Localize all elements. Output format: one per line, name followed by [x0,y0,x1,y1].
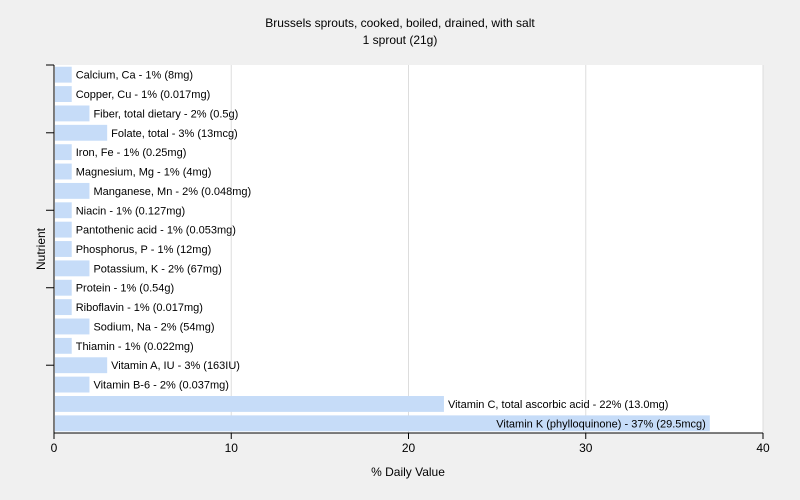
bar [55,260,90,277]
bar [55,144,72,161]
bar-label: Vitamin B-6 - 2% (0.037mg) [93,380,229,392]
bar-label: Protein - 1% (0.54g) [76,283,174,295]
bars: Calcium, Ca - 1% (8mg) Copper, Cu - 1% (0… [55,66,710,432]
bar-label: Manganese, Mn - 2% (0.048mg) [93,186,251,198]
x-tick-label: 10 [225,441,239,455]
bar-label: Niacin - 1% (0.127mg) [76,205,185,217]
bar-label: Vitamin A, IU - 3% (163IU) [111,360,240,372]
x-axis-label: % Daily Value [371,465,445,479]
bar-label: Calcium, Ca - 1% (8mg) [76,70,193,82]
chart-title: Brussels sprouts, cooked, boiled, draine… [265,16,535,30]
bar-label: Pantothenic acid - 1% (0.053mg) [76,225,236,237]
bar-label: Sodium, Na - 2% (54mg) [93,321,214,333]
bar-label: Fiber, total dietary - 2% (0.5g) [93,108,238,120]
bar [55,66,72,83]
x-tick-label: 0 [51,441,58,455]
y-axis-label: Nutrient [34,227,48,270]
bar [55,241,72,257]
bar [55,357,108,374]
bar [55,376,90,393]
grid-lines [230,65,764,433]
bar-label: Phosphorus, P - 1% (12mg) [76,244,212,256]
bar-label: Thiamin - 1% (0.022mg) [76,341,194,353]
bar-label: Magnesium, Mg - 1% (4mg) [76,167,212,179]
bar-label: Folate, total - 3% (13mcg) [111,128,238,140]
bar [55,124,108,141]
chart-subtitle: 1 sprout (21g) [363,33,438,47]
bar [55,221,72,238]
bar-label: Copper, Cu - 1% (0.017mg) [76,89,211,101]
bar-label: Vitamin C, total ascorbic acid - 22% (13… [448,399,669,411]
bar [55,318,90,335]
bar [55,182,90,199]
x-tick-label: 30 [579,441,593,455]
bar-label: Riboflavin - 1% (0.017mg) [76,302,203,314]
bar-label: Vitamin K (phylloquinone) - 37% (29.5mcg… [496,418,706,430]
bar [55,299,72,316]
bar [55,202,72,219]
bar [55,337,72,354]
x-tick-label: 40 [756,441,770,455]
bar-label: Potassium, K - 2% (67mg) [93,263,221,275]
x-tick-label: 20 [402,441,416,455]
axes: 0 10 20 30 40 [46,64,770,455]
bar [55,415,710,432]
bar [55,86,72,102]
bar [55,279,72,296]
bar [55,105,90,122]
bar [55,163,72,180]
bar-label: Iron, Fe - 1% (0.25mg) [76,147,187,159]
bar [55,396,444,412]
